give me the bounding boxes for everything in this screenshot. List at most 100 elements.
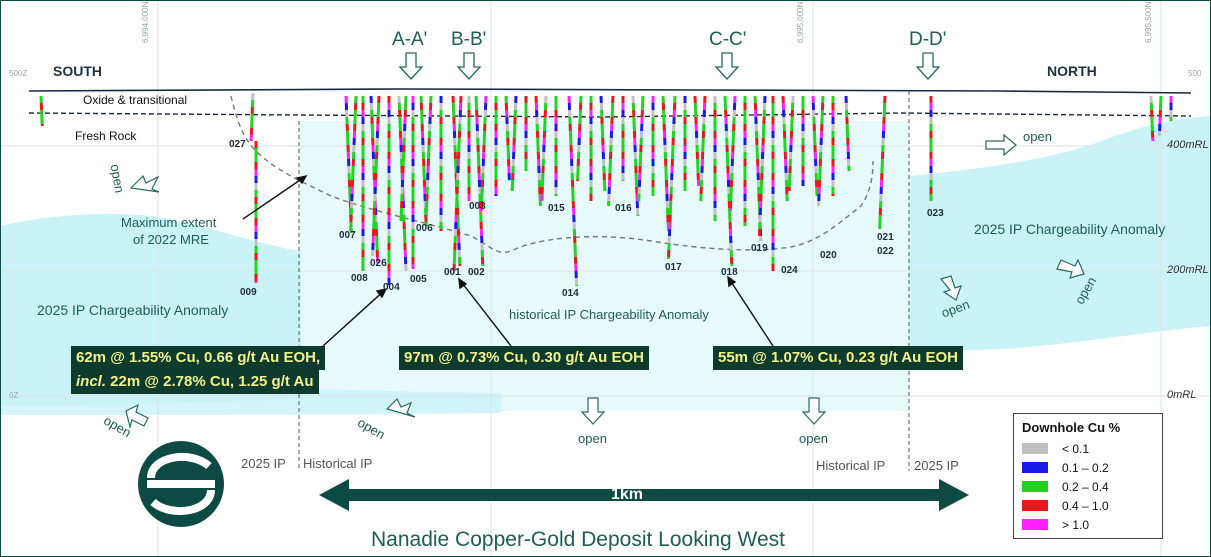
- base-oxide-line: [28, 112, 1192, 118]
- layer-oxide-label: Oxide & transitional: [83, 93, 188, 107]
- direction-north: NORTH: [1047, 63, 1097, 79]
- callout-1: 62m @ 1.55% Cu, 0.66 g/t Au EOH, incl. 2…: [71, 346, 326, 394]
- rl-label-0: 0mRL: [1167, 389, 1197, 401]
- legend-swatch: [1022, 519, 1048, 530]
- hole-label-023: 023: [927, 208, 944, 219]
- callout-3: 55m @ 1.07% Cu, 0.23 g/t Au EOH: [713, 346, 963, 370]
- section-label-d: D-D': [909, 29, 947, 50]
- hole-label-005: 005: [410, 274, 427, 285]
- legend-item: 0.4 – 1.0: [1022, 496, 1162, 515]
- hole-label-003: 003: [469, 201, 486, 212]
- hole-label-009: 009: [240, 287, 257, 298]
- hole-label-027: 027: [229, 139, 246, 150]
- easting-label-2: 6,995,000N: [796, 1, 805, 43]
- easting-label-3: 6,995,500N: [1144, 1, 1153, 43]
- hole-label-007: 007: [339, 230, 356, 241]
- section-label-a: A-A': [392, 29, 428, 50]
- hole-label-024: 024: [781, 265, 798, 276]
- anomaly-label-left: 2025 IP Chargeability Anomaly: [37, 302, 229, 318]
- hole-label-018: 018: [721, 267, 738, 278]
- rl-label-400: 400mRL: [1167, 139, 1209, 151]
- figure-title: Nanadie Copper-Gold Deposit Looking West: [371, 528, 786, 551]
- legend: Downhole Cu % < 0.1 0.1 – 0.2 0.2 – 0.4 …: [1013, 413, 1163, 539]
- legend-item: < 0.1: [1022, 439, 1162, 458]
- open-arrow-2: [985, 133, 1017, 157]
- section-arrow-a: [398, 52, 424, 80]
- open-arrow-6: [385, 397, 416, 418]
- open-arrow-3: [939, 275, 962, 301]
- open-arrow-1: [129, 174, 160, 193]
- hole-label-026: 026: [370, 258, 387, 269]
- legend-swatch: [1022, 462, 1048, 473]
- scale-bar: [319, 479, 969, 511]
- hole-label-020: 020: [820, 250, 837, 261]
- open-label-7: open: [578, 431, 607, 446]
- section-label-c: C-C': [709, 29, 747, 50]
- legend-item: 0.2 – 0.4: [1022, 477, 1162, 496]
- drill-holes: [39, 92, 1173, 287]
- hole-label-014: 014: [562, 288, 579, 299]
- section-arrows: [398, 52, 941, 80]
- anomaly-label-right: 2025 IP Chargeability Anomaly: [974, 221, 1166, 237]
- hole-label-021: 021: [877, 232, 894, 243]
- grid-label-mid-left: 0Z: [9, 391, 19, 400]
- open-label-8: open: [799, 431, 828, 446]
- section-arrow-d: [915, 52, 941, 80]
- callout-1-line2: incl. 22m @ 2.78% Cu, 1.25 g/t Au: [71, 370, 319, 394]
- topography-line: [28, 88, 1192, 94]
- legend-label: 0.4 – 1.0: [1062, 498, 1109, 513]
- hole-label-006: 006: [416, 223, 433, 234]
- legend-item: > 1.0: [1022, 515, 1162, 534]
- hole-label-022: 022: [877, 246, 894, 257]
- legend-title: Downhole Cu %: [1022, 420, 1121, 435]
- grid-label-top-right: 500: [1188, 69, 1202, 78]
- legend-swatch: [1022, 500, 1048, 511]
- section-arrow-c: [714, 52, 740, 80]
- scale-label: 1km: [611, 486, 644, 503]
- direction-south: SOUTH: [53, 63, 102, 79]
- legend-swatch: [1022, 481, 1048, 492]
- legend-item: 0.1 – 0.2: [1022, 458, 1162, 477]
- hole-label-004: 004: [383, 282, 400, 293]
- open-arrow-8: [801, 397, 827, 425]
- open-arrow-4: [1056, 258, 1085, 279]
- open-arrows: [125, 133, 1085, 430]
- ip-boundary-right-b: 2025 IP: [914, 458, 959, 473]
- hole-label-001: 001: [444, 267, 461, 278]
- open-label-2: open: [1023, 129, 1052, 144]
- mre-label-line2: of 2022 MRE: [133, 232, 209, 247]
- open-arrow-7: [580, 397, 606, 425]
- callout-1-line2-text: 22m @ 2.78% Cu, 1.25 g/t Au: [106, 373, 314, 390]
- callout-2: 97m @ 0.73% Cu, 0.30 g/t Au EOH: [399, 346, 649, 370]
- legend-label: 0.2 – 0.4: [1062, 479, 1109, 494]
- hole-label-002: 002: [468, 267, 485, 278]
- hole-label-015: 015: [548, 203, 565, 214]
- mre-label-line1: Maximum extent: [121, 215, 217, 230]
- ip-boundary-left-b: Historical IP: [303, 456, 373, 471]
- hole-label-017: 017: [665, 262, 682, 273]
- legend-label: > 1.0: [1062, 517, 1090, 532]
- easting-label-1: 6,994,000N: [141, 1, 150, 43]
- ip-anomaly-right: [909, 116, 1210, 351]
- callout-1-line1: 62m @ 1.55% Cu, 0.66 g/t Au EOH,: [71, 346, 326, 370]
- section-label-b: B-B': [451, 29, 487, 50]
- hole-label-016: 016: [615, 203, 632, 214]
- legend-label: 0.1 – 0.2: [1062, 460, 1109, 475]
- legend-label: < 0.1: [1062, 441, 1090, 456]
- grid-label-top-left: 500Z: [9, 69, 28, 78]
- rl-label-200: 200mRL: [1167, 264, 1209, 276]
- ip-boundary-right-a: Historical IP: [816, 458, 886, 473]
- hole-label-008: 008: [351, 273, 368, 284]
- layer-fresh-label: Fresh Rock: [75, 129, 137, 143]
- mre-outline: [230, 95, 874, 253]
- leader-lines: [242, 174, 774, 347]
- open-arrow-5: [125, 403, 149, 430]
- anomaly-label-historical: historical IP Chargeability Anomaly: [509, 307, 709, 322]
- section-arrow-b: [456, 52, 482, 80]
- company-logo-icon: [138, 441, 224, 527]
- callout-1-incl: incl.: [76, 373, 107, 390]
- ip-boundary-left-a: 2025 IP: [241, 456, 286, 471]
- hole-label-019: 019: [751, 243, 768, 254]
- legend-swatch: [1022, 443, 1048, 454]
